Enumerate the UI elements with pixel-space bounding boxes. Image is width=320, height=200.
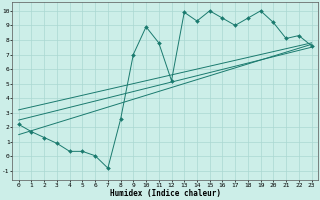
X-axis label: Humidex (Indice chaleur): Humidex (Indice chaleur) xyxy=(110,189,220,198)
